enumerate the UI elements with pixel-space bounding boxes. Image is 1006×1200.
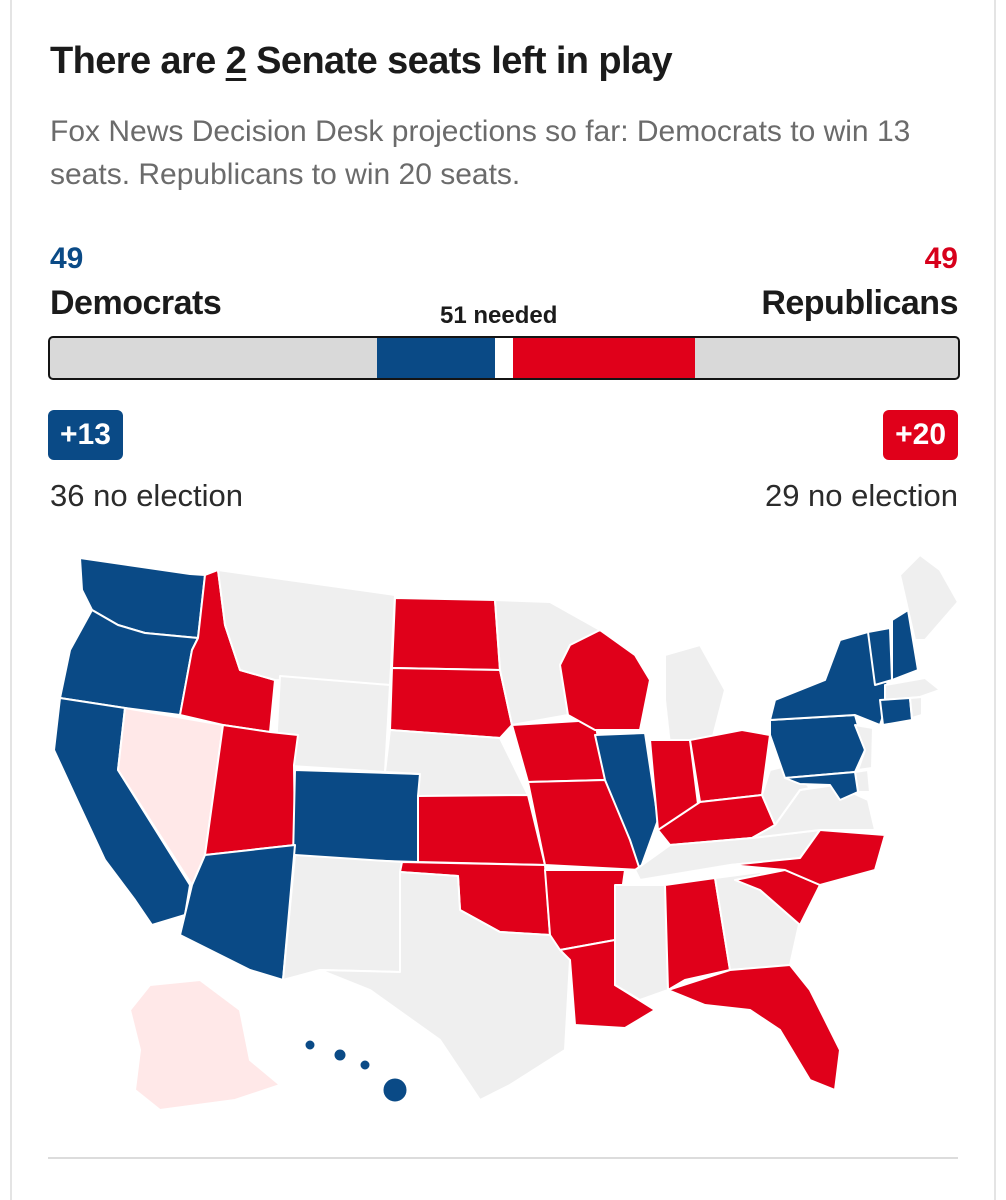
state-pa[interactable]: [769, 714, 866, 779]
state-wi[interactable]: [559, 629, 651, 731]
state-sd[interactable]: [389, 667, 513, 739]
state-md[interactable]: [784, 771, 859, 801]
rep-won-segment: [513, 338, 695, 378]
page-title: There are 2 Senate seats left in play: [50, 40, 673, 83]
state-me[interactable]: [899, 554, 959, 641]
state-mi[interactable]: [664, 644, 726, 746]
state-ms[interactable]: [614, 884, 669, 1001]
state-ma[interactable]: [884, 677, 941, 701]
frame-left-border: [10, 0, 12, 1200]
senate-results-map: [40, 540, 970, 1120]
state-fl[interactable]: [667, 964, 841, 1091]
state-nm[interactable]: [282, 854, 403, 981]
state-sc[interactable]: [734, 869, 821, 926]
section-divider: [48, 1157, 958, 1159]
state-ct[interactable]: [879, 697, 913, 726]
state-ar[interactable]: [544, 869, 626, 951]
state-oh[interactable]: [689, 729, 771, 803]
majority-needed-label: 51 needed: [440, 302, 558, 329]
state-ia[interactable]: [511, 719, 606, 783]
dem-party-label: Democrats: [50, 284, 222, 322]
us-map-svg: [53, 554, 959, 1111]
seats-in-play-count: 2: [225, 40, 247, 82]
rep-no-election: 29 no election: [764, 478, 958, 513]
rep-seat-count: 49: [924, 242, 958, 275]
state-nd[interactable]: [391, 597, 501, 671]
rep-gain-badge: +20: [883, 410, 958, 460]
state-ak[interactable]: [129, 979, 281, 1111]
state-az[interactable]: [179, 844, 296, 981]
majority-line: [503, 338, 506, 378]
title-suffix: Senate seats left in play: [246, 40, 673, 82]
state-nh[interactable]: [891, 609, 919, 681]
state-mt[interactable]: [217, 569, 396, 686]
state-hi[interactable]: [304, 1039, 408, 1103]
state-al[interactable]: [664, 877, 731, 991]
state-co[interactable]: [292, 769, 421, 863]
state-ri[interactable]: [909, 696, 923, 719]
dem-gain-badge: +13: [48, 410, 123, 460]
dem-seat-count: 49: [50, 242, 84, 275]
state-nj[interactable]: [854, 724, 874, 771]
balance-of-power-bar: [48, 336, 960, 380]
page-subtitle: Fox News Decision Desk projections so fa…: [50, 115, 911, 191]
frame-right-border: [994, 0, 996, 1200]
dem-no-election: 36 no election: [50, 478, 244, 513]
state-nc[interactable]: [729, 829, 886, 886]
title-prefix: There are: [50, 40, 226, 82]
state-ks[interactable]: [417, 794, 546, 866]
rep-party-label: Republicans: [761, 284, 958, 322]
dem-won-segment: [376, 338, 495, 378]
